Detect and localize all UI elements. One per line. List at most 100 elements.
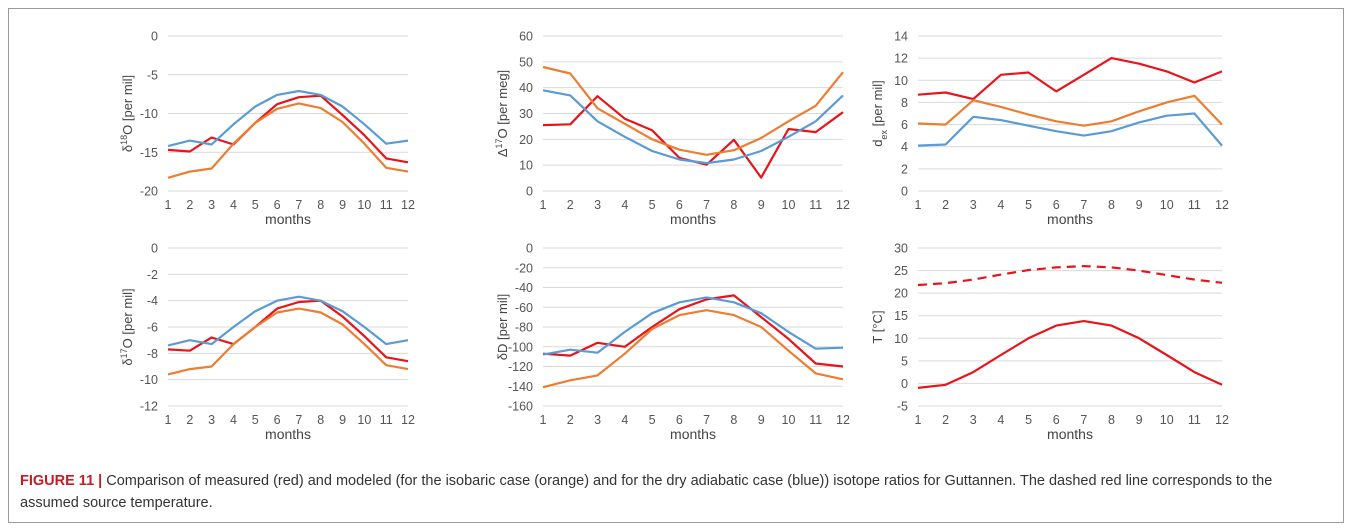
x-tick-label: 9 [339,198,346,212]
series-line-isobaric [542,309,844,389]
y-tick-label: 60 [519,30,533,44]
x-tick-label: 5 [1025,413,1032,427]
series-line-adiabatic [917,112,1223,147]
series-line-adiabatic [542,296,844,356]
x-tick-label: 3 [594,413,601,427]
y-tick-label: 10 [894,332,908,346]
x-tick-label: 11 [1188,198,1201,212]
x-tick-label: 11 [380,413,393,427]
x-tick-label: 5 [649,413,656,427]
y-tick-label: 5 [901,354,908,368]
y-tick-label: 0 [526,242,533,256]
series-line-adiabatic [542,89,844,165]
x-tick-label: 3 [208,413,215,427]
x-tick-label: 6 [274,198,281,212]
y-axis-label: Δ17O [per meg] [494,70,510,157]
x-tick-label: 12 [401,198,415,212]
x-tick-label: 8 [317,413,324,427]
x-tick-label: 1 [915,413,922,427]
x-tick-label: 11 [809,198,822,212]
y-tick-label: 0 [526,185,533,199]
series-line-measured [167,299,409,363]
y-tick-label: 12 [894,52,908,66]
y-tick-label: -80 [515,321,533,335]
series-line-measured [917,56,1223,101]
x-tick-label: 4 [230,198,237,212]
x-tick-label: 6 [274,413,281,427]
series-line-isobaric [167,307,409,376]
y-tick-label: -10 [140,107,158,121]
x-tick-label: 1 [165,413,172,427]
y-tick-label: 0 [151,242,158,256]
x-tick-label: 1 [540,198,547,212]
y-axis-label: δD [per mil] [495,294,510,360]
x-axis-label: months [1047,426,1093,442]
y-tick-label: -120 [508,360,533,374]
series-line-isobaric [167,102,409,179]
x-axis-label: months [1047,211,1093,227]
series-line-measured [542,294,844,368]
y-tick-label: 10 [519,159,533,173]
x-axis-label: months [265,211,311,227]
y-tick-label: 0 [901,185,908,199]
y-tick-label: 4 [901,140,908,154]
x-tick-label: 3 [970,413,977,427]
y-axis-label: T [°C] [870,310,885,343]
series-line-adiabatic [167,295,409,347]
series-line-measured-dashed [917,265,1223,287]
y-tick-label: -2 [147,268,158,282]
x-tick-label: 6 [676,413,683,427]
x-tick-label: 2 [567,413,574,427]
x-tick-label: 2 [567,198,574,212]
x-tick-label: 8 [1108,198,1115,212]
y-tick-label: -12 [140,400,158,414]
figure-frame [8,8,1344,523]
y-tick-label: 30 [519,107,533,121]
y-tick-label: -5 [147,68,158,82]
y-tick-label: 20 [894,287,908,301]
series-line-measured [167,94,409,164]
x-tick-label: 12 [1215,198,1229,212]
x-tick-label: 10 [782,413,796,427]
x-tick-label: 7 [703,198,710,212]
y-tick-label: 14 [894,30,908,44]
x-tick-label: 6 [1053,198,1060,212]
y-tick-label: -8 [147,347,158,361]
y-tick-label: -4 [147,294,158,308]
y-tick-label: 15 [894,309,908,323]
y-tick-label: -100 [508,340,533,354]
x-tick-label: 5 [252,413,259,427]
x-tick-label: 2 [942,198,949,212]
x-tick-label: 5 [252,198,259,212]
x-tick-label: 9 [1136,413,1143,427]
y-tick-label: 20 [519,133,533,147]
series-line-measured [917,320,1223,389]
x-tick-label: 10 [357,413,371,427]
y-tick-label: -15 [140,146,158,160]
x-tick-label: 4 [230,413,237,427]
x-tick-label: 5 [649,198,656,212]
y-tick-label: -20 [140,185,158,199]
y-tick-label: 0 [901,377,908,391]
x-tick-label: 8 [1108,413,1115,427]
y-tick-label: 2 [901,162,908,176]
x-tick-label: 6 [676,198,683,212]
x-tick-label: 4 [997,413,1004,427]
x-tick-label: 5 [1025,198,1032,212]
x-axis-label: months [670,426,716,442]
x-tick-label: 11 [380,198,393,212]
x-tick-label: 2 [186,413,193,427]
y-tick-label: 8 [901,96,908,110]
x-tick-label: 3 [208,198,215,212]
y-tick-label: 6 [901,118,908,132]
y-tick-label: 50 [519,55,533,69]
x-tick-label: 10 [1160,413,1174,427]
y-axis-label: δ17O [per mil] [119,288,135,365]
x-tick-label: 2 [942,413,949,427]
x-axis-label: months [670,211,716,227]
x-tick-label: 11 [809,413,822,427]
x-tick-label: 4 [621,198,628,212]
x-tick-label: 7 [295,198,302,212]
x-tick-label: 11 [1188,413,1201,427]
x-tick-label: 1 [540,413,547,427]
